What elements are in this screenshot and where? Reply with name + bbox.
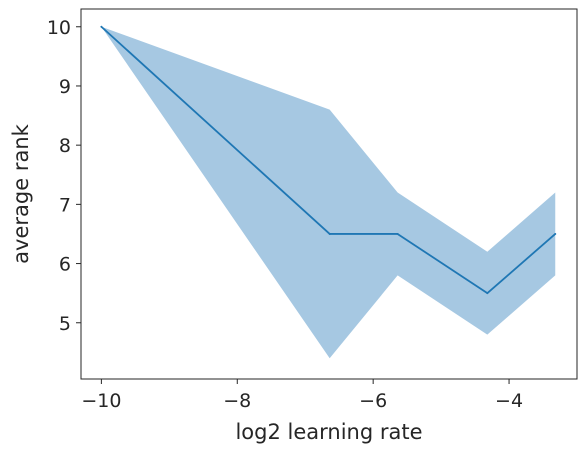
x-tick-label: −10: [81, 390, 121, 412]
series-line-segment: [396, 233, 489, 295]
x-tick-label: −6: [359, 390, 387, 412]
x-axis-ticks: −10 −8 −6 −4: [81, 379, 523, 412]
y-tick-label: 7: [59, 194, 71, 216]
data-point: [486, 292, 489, 295]
plot-frame: [80, 8, 578, 380]
confidence-band: [101, 26, 556, 359]
series-line-layer: [100, 25, 557, 295]
y-tick-label: 6: [59, 254, 71, 276]
y-tick-label: 5: [59, 313, 71, 335]
y-axis-ticks: 5 6 7 8 9 10: [47, 17, 81, 335]
series-line-segment: [100, 25, 331, 235]
x-axis-label: log2 learning rate: [235, 420, 422, 444]
x-tick-label: −4: [495, 390, 523, 412]
y-tick-label: 8: [59, 135, 71, 157]
y-tick-label: 9: [59, 76, 71, 98]
y-tick-label: 10: [47, 17, 71, 39]
confidence-band-layer: [101, 26, 556, 359]
data-point: [396, 233, 399, 235]
x-tick-label: −8: [223, 390, 251, 412]
y-axis-label: average rank: [9, 123, 33, 263]
data-point: [100, 25, 103, 28]
data-point: [554, 233, 557, 235]
series-line-segment: [486, 233, 557, 295]
data-point: [328, 233, 331, 235]
